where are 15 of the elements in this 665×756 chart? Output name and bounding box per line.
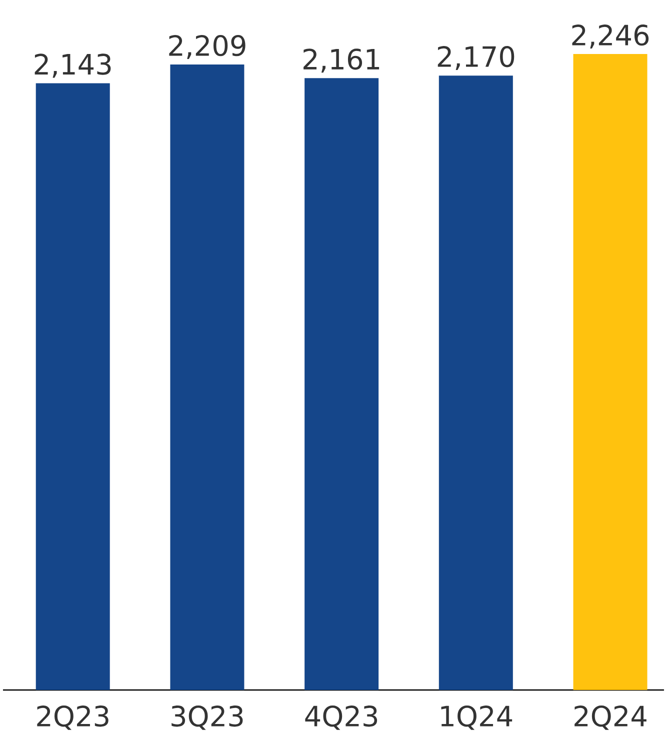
- bar: [36, 83, 110, 690]
- x-tick-label: 2Q24: [574, 706, 647, 730]
- data-label: 2,209: [169, 34, 246, 60]
- data-label: 2,246: [572, 24, 649, 49]
- x-tick-label: 1Q24: [441, 706, 512, 730]
- bar: [573, 54, 648, 690]
- x-tick-label: 2Q23: [37, 706, 109, 730]
- x-tick-label: 4Q23: [305, 706, 378, 730]
- data-label: 2,161: [304, 48, 380, 73]
- data-label: 2,170: [438, 46, 514, 70]
- bar: [170, 64, 244, 690]
- x-tick-label: 3Q23: [172, 706, 243, 730]
- bar: [439, 76, 514, 690]
- data-label: 2,143: [35, 54, 111, 78]
- bar: [304, 78, 379, 690]
